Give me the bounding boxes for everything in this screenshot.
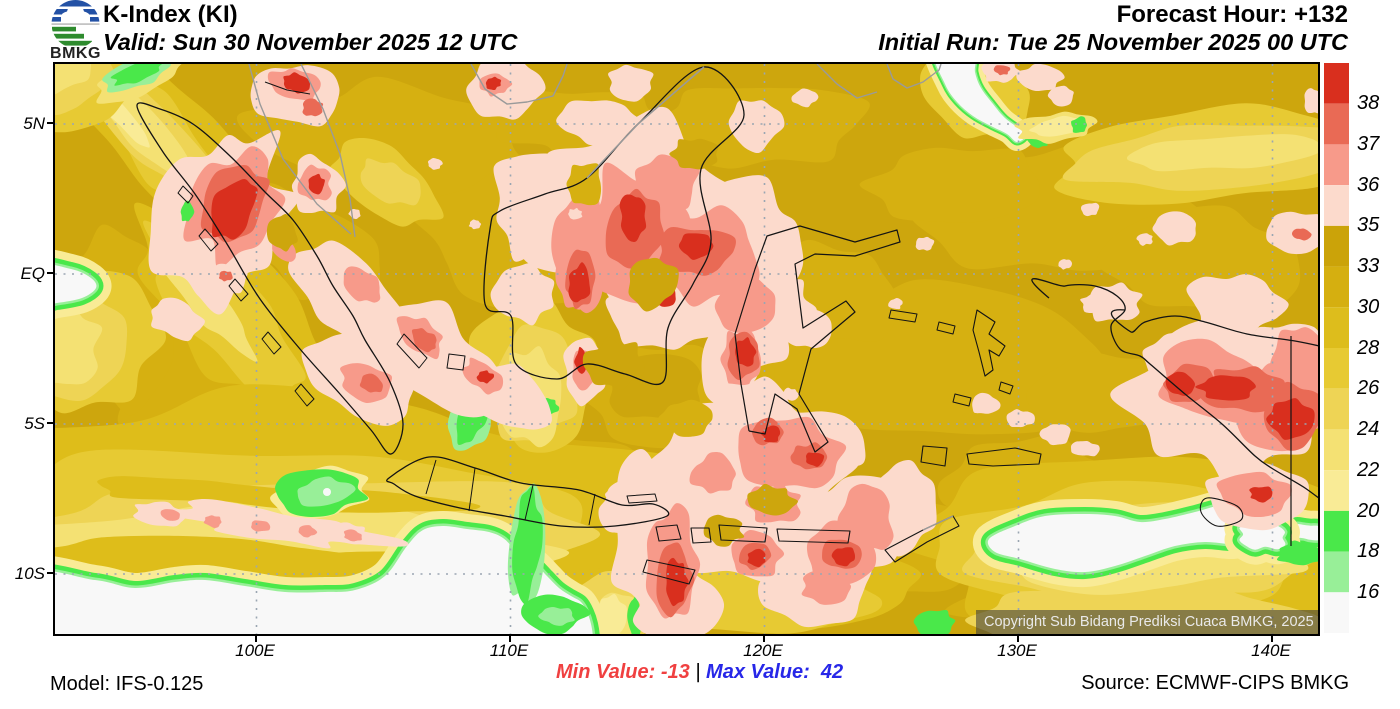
svg-text:BMKG: BMKG [50, 45, 101, 62]
